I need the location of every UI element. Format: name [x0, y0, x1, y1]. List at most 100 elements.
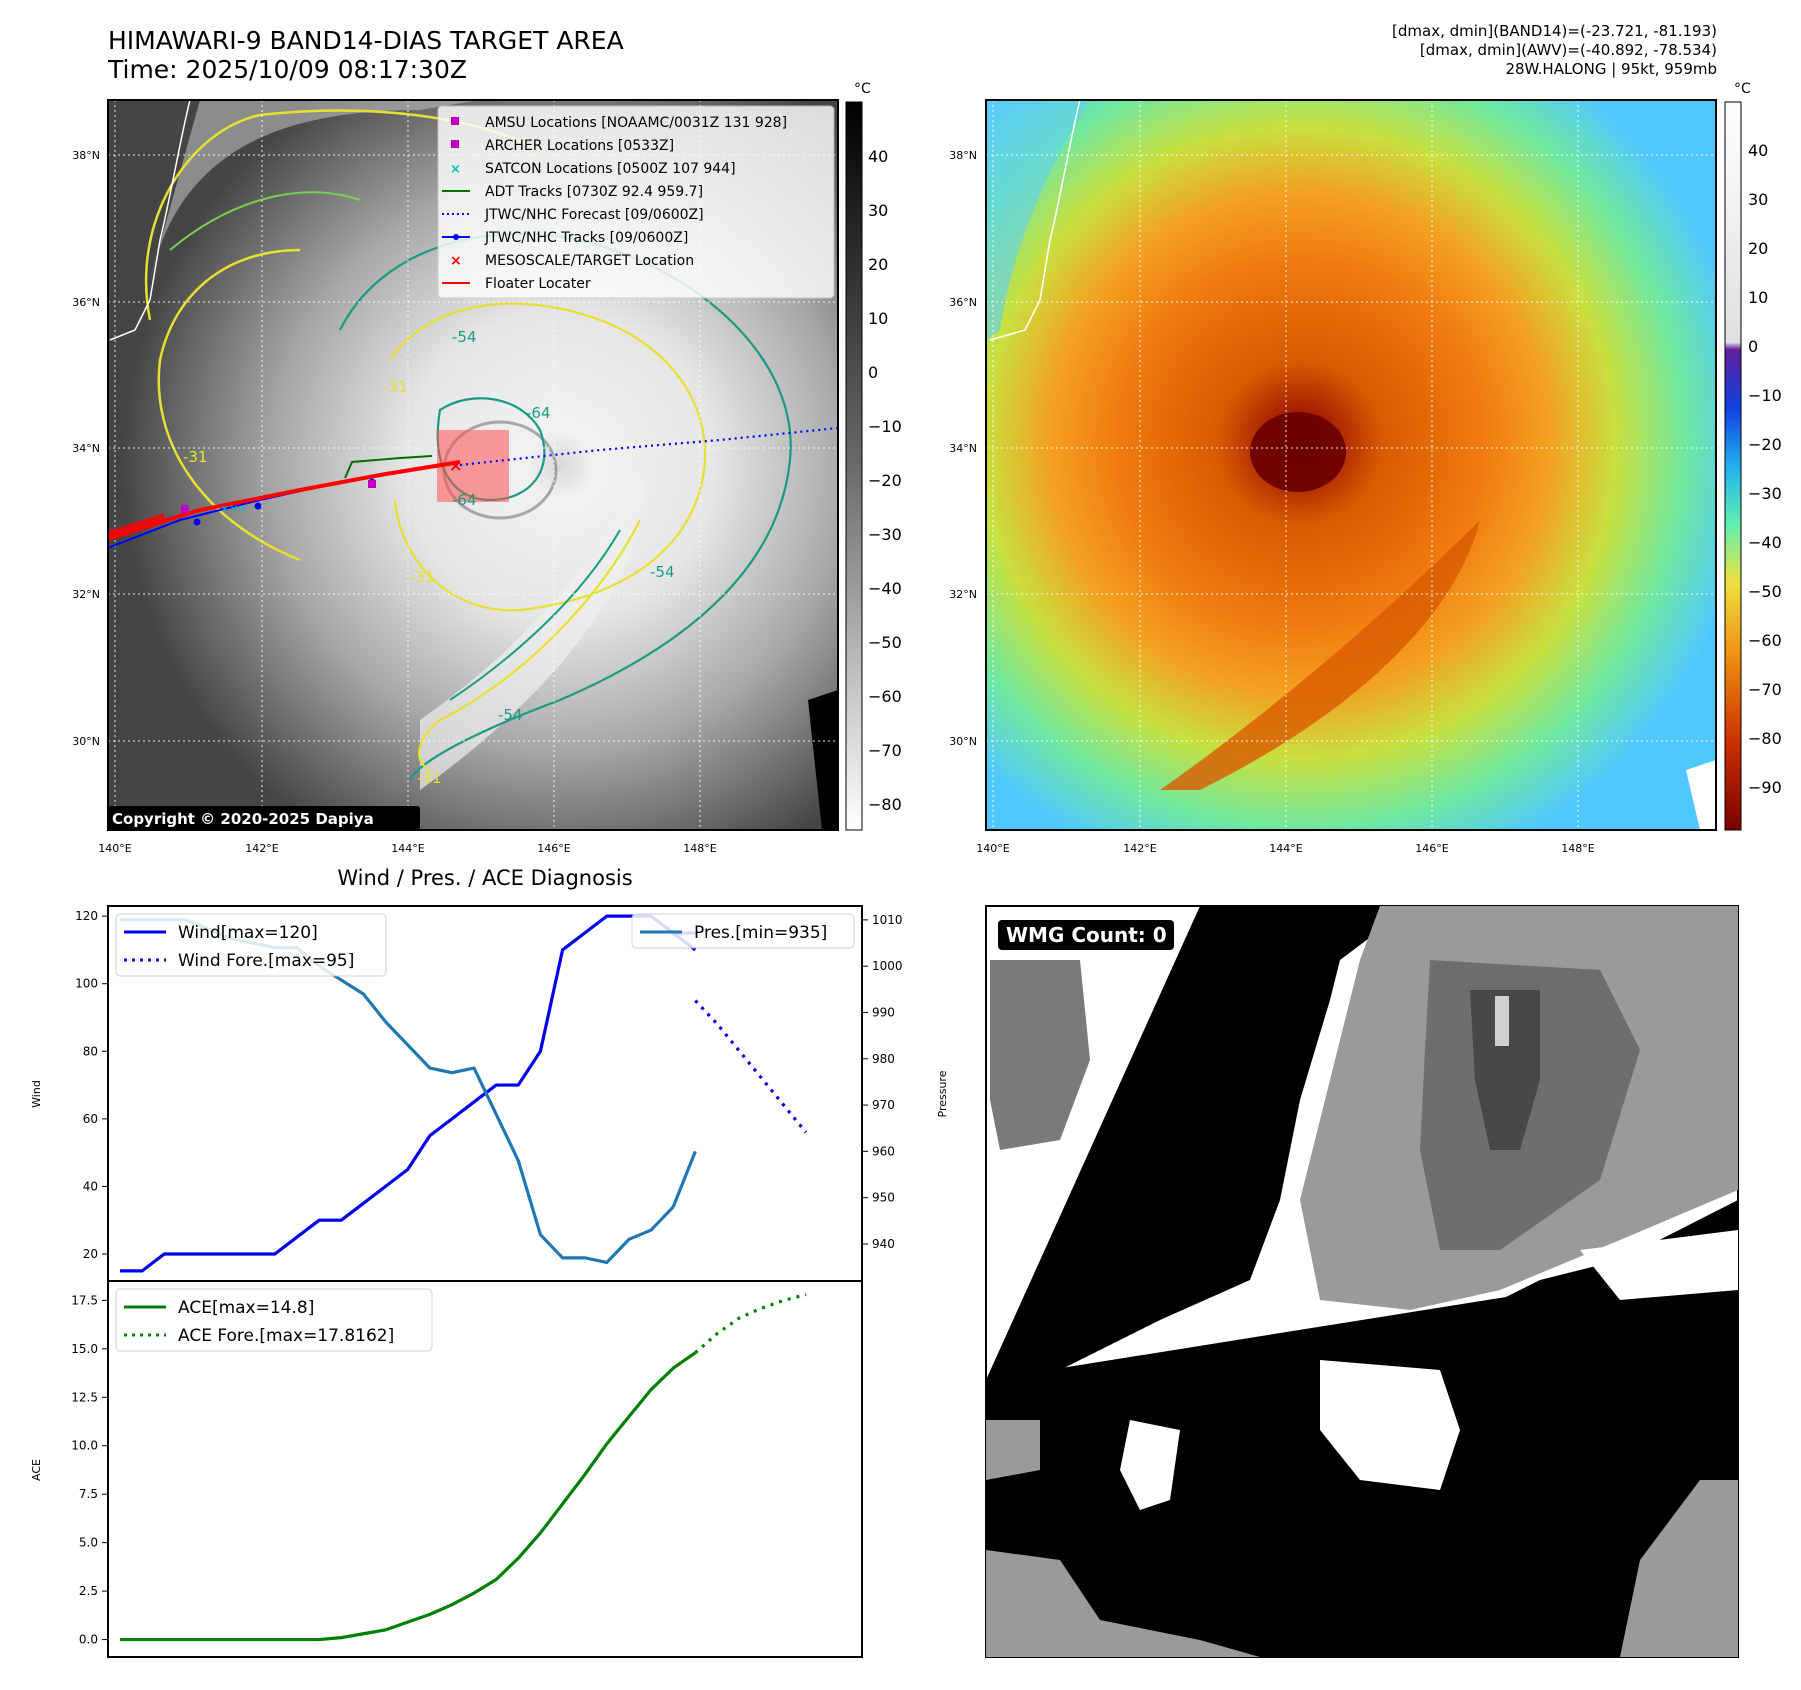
cbar-tick: −90 [1748, 778, 1782, 797]
lon-tick: 146°E [1415, 842, 1448, 855]
copyright-badge [108, 806, 420, 830]
wind-tick-label: 100 [75, 977, 98, 991]
lat-tick: 30°N [949, 735, 977, 748]
legend-ace-forecast: ACE Fore.[max=17.8162] [178, 1326, 394, 1346]
cbar-tick: −10 [1748, 386, 1782, 405]
wind-series-line [120, 931, 586, 1273]
cbar-tick: −60 [868, 687, 902, 706]
legend-mesoscale-icon: × [450, 253, 462, 269]
grid-lines [986, 100, 1716, 830]
lat-tick: 34°N [72, 442, 100, 455]
pressure-tick-label: 950 [872, 1191, 895, 1205]
pressure-axis-label: Pressure [936, 1070, 949, 1117]
lon-tick: 146°E [537, 842, 570, 855]
ace-tick-label: 2.5 [79, 1584, 98, 1598]
gray-colorbar-unit: °C [854, 81, 871, 97]
contour-label-group: -54 -31 -64 -64 -54 -31 -31 -54 -31 [183, 328, 675, 787]
cbar-tick: 40 [868, 147, 888, 166]
lon-tick: 148°E [683, 842, 716, 855]
color-colorbar-ticks: 40 30 20 10 0 −10 −20 −30 −40 −50 −60 −7… [1748, 141, 1782, 797]
adt-track-line [344, 455, 433, 479]
ace-tick-label: 17.5 [71, 1293, 98, 1307]
cbar-tick: 30 [1748, 190, 1768, 209]
stat-line-1: [dmax, dmin](BAND14)=(-23.721, -81.193) [1392, 22, 1717, 40]
lat-tick: 34°N [949, 442, 977, 455]
legend-mesoscale: MESOSCALE/TARGET Location [485, 253, 694, 269]
pressure-tick-label: 990 [872, 1005, 895, 1019]
wmg-count-badge [998, 920, 1174, 950]
legend-pressure: Pres.[min=935] [694, 923, 827, 943]
pressure-tick-label: 960 [872, 1144, 895, 1158]
contour-label: -31 [383, 378, 408, 396]
wind-tick-label: 120 [75, 909, 98, 923]
color-colorbar-unit: °C [1734, 81, 1751, 97]
pressure-tick-label: 980 [872, 1052, 895, 1066]
stat-line-3: 28W.HALONG | 95kt, 959mb [1505, 60, 1717, 78]
cbar-tick: 20 [868, 255, 888, 274]
storm-stats: [dmax, dmin](BAND14)=(-23.721, -81.193) … [1392, 22, 1717, 79]
cbar-tick: −40 [1748, 533, 1782, 552]
lat-tick: 32°N [72, 588, 100, 601]
satcon-marker: ××× [220, 502, 248, 515]
gray-colorbar: °C 40 30 20 10 0 −10 −20 −30 −40 −50 −60… [845, 81, 902, 831]
ace-tick-label: 0.0 [79, 1633, 98, 1647]
legend-track: JTWC/NHC Tracks [09/0600Z] [484, 230, 688, 246]
ace-tick-label: 5.0 [79, 1536, 98, 1550]
pressure-tick-label: 940 [872, 1237, 895, 1251]
title-line-2: Time: 2025/10/09 08:17:30Z [108, 55, 467, 84]
lat-tick: 36°N [949, 296, 977, 309]
coastline [109, 100, 191, 341]
wind-pressure-chart: 20 40 60 80 100 120 940 950 960 970 980 990 1000 101… [30, 905, 949, 1282]
cbar-tick: 0 [1748, 337, 1758, 356]
legend-forecast: JTWC/NHC Forecast [09/0600Z] [484, 207, 704, 223]
cbar-tick: −20 [1748, 435, 1782, 454]
archer-marker [368, 480, 376, 488]
cbar-tick: −60 [1748, 631, 1782, 650]
title-line-1: HIMAWARI-9 BAND14-DIAS TARGET AREA [108, 26, 624, 55]
ace-axis-label: ACE [30, 1459, 43, 1481]
gray-colorbar-ticks: 40 30 20 10 0 −10 −20 −30 −40 −50 −60 −7… [868, 147, 902, 814]
legend-archer: ARCHER Locations [0533Z] [485, 138, 674, 154]
cbar-tick: −80 [1748, 729, 1782, 748]
legend-ace: ACE[max=14.8] [178, 1298, 314, 1318]
lon-tick: 142°E [245, 842, 278, 855]
floater-locater-line [108, 460, 461, 540]
lon-tick: 144°E [391, 842, 424, 855]
contour-label: -31 [417, 769, 442, 787]
right-map-lat-ticks: 38°N 36°N 34°N 32°N 30°N [949, 149, 977, 748]
legend-satcon-icon: × [450, 162, 461, 177]
coastline [989, 100, 1081, 341]
wind-tick-label: 80 [83, 1044, 98, 1058]
contour-label: -54 [452, 328, 477, 346]
left-map-lon-ticks: 140°E 142°E 144°E 146°E 148°E [98, 842, 716, 855]
lon-tick: 142°E [1123, 842, 1156, 855]
contour-label: -31 [183, 448, 208, 466]
enhanced-ir-image [986, 100, 1716, 830]
left-map-lat-ticks: 38°N 36°N 34°N 32°N 30°N [72, 149, 100, 748]
legend-adt: ADT Tracks [0730Z 92.4 959.7] [485, 184, 703, 200]
cbar-tick: −20 [868, 471, 902, 490]
cbar-tick: −70 [868, 741, 902, 760]
legend-wind: Wind[max=120] [178, 923, 318, 943]
cbar-tick: −50 [1748, 582, 1782, 601]
wind-tick-label: 20 [83, 1247, 98, 1261]
cbar-tick: −70 [1748, 680, 1782, 699]
lon-tick: 140°E [98, 842, 131, 855]
color-enhanced-map: 140°E 142°E 144°E 146°E 148°E 38°N 36°N … [949, 81, 1782, 855]
pressure-series-tail [671, 1150, 697, 1208]
legend-amsu-icon [451, 117, 459, 125]
amsu-marker [181, 505, 189, 513]
copyright-text: Copyright © 2020-2025 Dapiya [112, 810, 374, 828]
wind-axis-label: Wind [30, 1080, 43, 1108]
mesoscale-marker: × [449, 456, 462, 475]
diagnosis-title: Wind / Pres. / ACE Diagnosis [337, 866, 632, 890]
color-colorbar: °C 40 30 20 10 0 −10 −20 −30 −40 −50 −60… [1724, 81, 1782, 831]
cbar-tick: −30 [868, 525, 902, 544]
stat-line-2: [dmax, dmin](AWV)=(-40.892, -78.534) [1419, 41, 1717, 59]
cbar-tick: −40 [868, 579, 902, 598]
ace-tick-label: 7.5 [79, 1487, 98, 1501]
right-map-lon-ticks: 140°E 142°E 144°E 146°E 148°E [976, 842, 1594, 855]
figure-title: HIMAWARI-9 BAND14-DIAS TARGET AREA Time:… [108, 26, 624, 84]
lat-tick: 32°N [949, 588, 977, 601]
